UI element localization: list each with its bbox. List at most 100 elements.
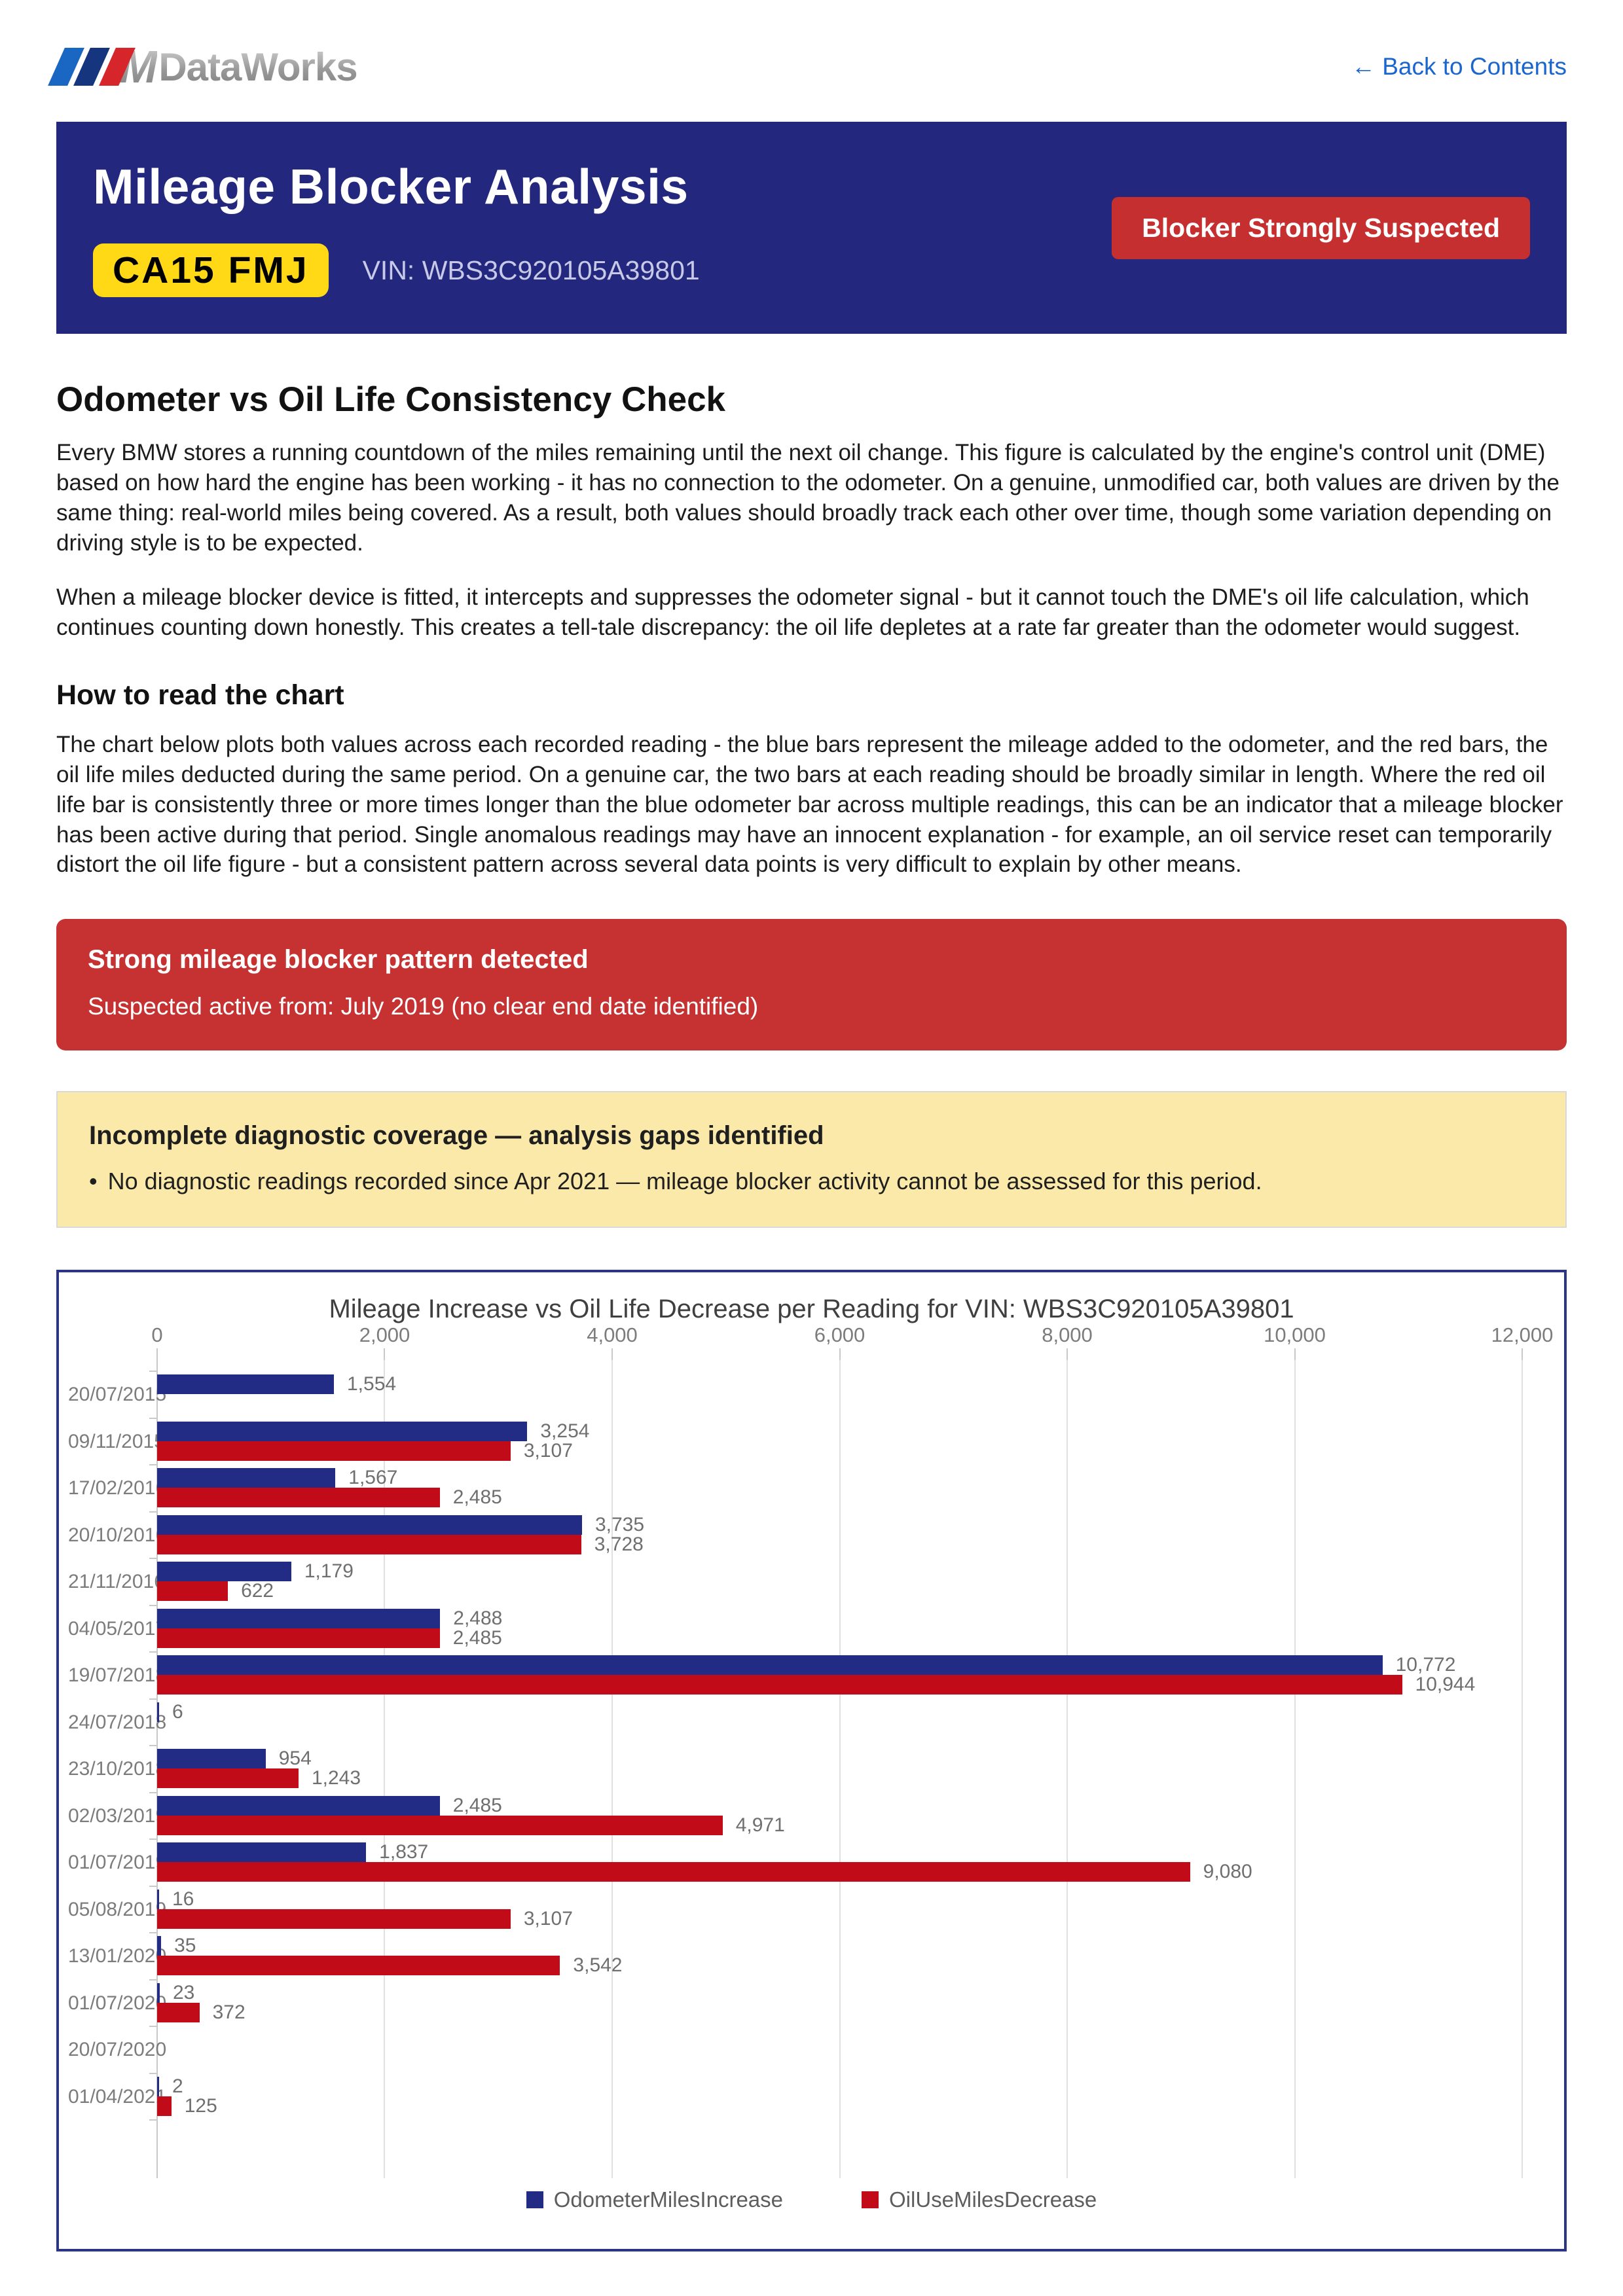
bmw-m-stripes-icon	[48, 48, 136, 86]
coverage-warning-title: Incomplete diagnostic coverage — analysi…	[89, 1121, 824, 1151]
chart-legend: OdometerMilesIncrease OilUseMilesDecrease	[59, 2187, 1564, 2212]
chart-row: 17/02/2016 1,567 2,485	[59, 1465, 1564, 1512]
category-axis-tick	[149, 1932, 158, 1934]
bar-value-label: 9,080	[1203, 1861, 1252, 1883]
chart-row: 20/07/2015 1,554	[59, 1371, 1564, 1418]
bar-group	[157, 2026, 1522, 2073]
gridline	[1294, 1360, 1296, 2179]
bar-value-label: 2,485	[452, 1486, 502, 1509]
bar-value-label: 954	[278, 1748, 312, 1770]
category-label: 02/03/2019	[68, 1804, 167, 1827]
how-to-read-paragraph: The chart below plots both values across…	[56, 732, 1563, 878]
OdometerMilesIncrease-bar	[157, 1421, 528, 1441]
OilUseMilesDecrease-bar	[157, 1581, 228, 1602]
x-axis-tick	[384, 1348, 386, 1361]
OilUseMilesDecrease-bar	[157, 1768, 299, 1789]
category-axis-tick	[149, 1511, 158, 1513]
OdometerMilesIncrease-bar	[157, 1702, 159, 1722]
consistency-paragraph-1: Every BMW stores a running countdown of …	[56, 440, 1559, 556]
bar-value-label: 10,944	[1415, 1674, 1476, 1696]
logo-brand-name: DataWorks	[158, 45, 357, 89]
x-axis-label: 6,000	[814, 1323, 866, 1347]
chart-title: Mileage Increase vs Oil Life Decrease pe…	[329, 1295, 1294, 1324]
category-axis-tick	[149, 1604, 158, 1606]
bar-value-label: 1,179	[304, 1560, 354, 1583]
category-label: 19/07/2018	[68, 1664, 167, 1687]
banner-left: Mileage Blocker Analysis CA15 FMJ VIN: W…	[93, 158, 700, 297]
category-label: 24/07/2018	[68, 1711, 167, 1733]
bar-value-label: 125	[184, 2094, 217, 2117]
chart-row: 19/07/2018 10,772 10,944	[59, 1652, 1564, 1699]
bar-value-label: 6	[172, 1700, 183, 1723]
x-axis-label: 12,000	[1491, 1323, 1554, 1347]
bar-group: 2 125	[157, 2073, 1522, 2121]
blocker-alert-box: Strong mileage blocker pattern detected …	[56, 919, 1567, 1051]
bar-group: 6	[157, 1699, 1522, 1746]
category-axis-tick	[149, 1791, 158, 1793]
bar-value-label: 3,107	[523, 1439, 573, 1462]
coverage-warning-item: • No diagnostic readings recorded since …	[89, 1168, 1534, 1195]
bar-value-label: 1,554	[347, 1373, 397, 1395]
category-label: 09/11/2015	[68, 1430, 165, 1452]
chart-row: 01/07/2019 1,837 9,080	[59, 1839, 1564, 1886]
OilUseMilesDecrease-bar	[157, 1628, 440, 1648]
bar-value-label: 2,485	[452, 1794, 502, 1816]
category-label: 05/08/2019	[68, 1898, 167, 1920]
category-axis-tick	[149, 1885, 158, 1887]
category-label: 23/10/2018	[68, 1758, 167, 1780]
x-axis-ticks	[156, 1348, 1523, 1361]
back-to-contents-link[interactable]: ← Back to Contents	[1351, 53, 1567, 80]
legend-label: OdometerMilesIncrease	[553, 2187, 784, 2212]
bar-group: 2,485 4,971	[157, 1793, 1522, 1840]
bar-value-label: 3,728	[594, 1533, 644, 1555]
chart-row: 23/10/2018 954 1,243	[59, 1746, 1564, 1793]
bar-value-label: 16	[172, 1888, 194, 1910]
blocker-alert-title: Strong mileage blocker pattern detected	[88, 945, 589, 975]
status-badge: Blocker Strongly Suspected	[1112, 196, 1530, 259]
x-axis-tick	[839, 1348, 841, 1361]
mileage-chart: Mileage Increase vs Oil Life Decrease pe…	[56, 1270, 1567, 2252]
bar-group: 3,735 3,728	[157, 1512, 1522, 1559]
chart-row: 20/07/2020	[59, 2026, 1564, 2073]
chart-row: 20/10/2016 3,735 3,728	[59, 1512, 1564, 1559]
category-axis-tick	[149, 1979, 158, 1981]
gridline	[839, 1360, 841, 2179]
gridline	[1522, 1360, 1523, 2179]
bar-group: 1,837 9,080	[157, 1839, 1522, 1886]
OilUseMilesDecrease-bar	[157, 1909, 511, 1929]
category-label: 01/04/2021	[68, 2085, 167, 2108]
category-axis-tick	[149, 1417, 158, 1419]
x-axis-label: 4,000	[587, 1323, 638, 1347]
x-axis-label: 10,000	[1264, 1323, 1326, 1347]
category-axis-tick	[149, 1558, 158, 1560]
x-axis-tick	[1294, 1348, 1296, 1361]
page-header: M DataWorks ← Back to Contents	[48, 0, 1567, 93]
category-axis-tick	[149, 1371, 158, 1372]
category-label: 20/07/2020	[68, 2039, 167, 2061]
OilUseMilesDecrease-bar	[157, 2002, 200, 2022]
x-axis-tick	[1066, 1348, 1068, 1361]
coverage-warning-text: No diagnostic readings recorded since Ap…	[107, 1168, 1262, 1195]
section-heading-consistency: Odometer vs Oil Life Consistency Check	[56, 380, 726, 419]
legend-item-OilUseMilesDecrease: OilUseMilesDecrease	[862, 2187, 1097, 2212]
chart-row: 13/01/2020 35 3,542	[59, 1933, 1564, 1980]
bar-group: 10,772 10,944	[157, 1652, 1522, 1699]
chart-row: 09/11/2015 3,254 3,107	[59, 1418, 1564, 1465]
OilUseMilesDecrease-bar	[157, 1815, 723, 1835]
category-axis-tick	[149, 1839, 158, 1840]
OdometerMilesIncrease-bar	[157, 1982, 160, 2003]
bar-value-label: 2,488	[453, 1607, 503, 1629]
OdometerMilesIncrease-bar	[157, 1889, 159, 1909]
OilUseMilesDecrease-bar	[157, 1862, 1190, 1882]
vin-label: VIN: WBS3C920105A39801	[362, 255, 700, 285]
legend-label: OilUseMilesDecrease	[889, 2187, 1097, 2212]
category-label: 01/07/2019	[68, 1852, 167, 1874]
category-label: 21/11/2016	[68, 1571, 165, 1593]
OdometerMilesIncrease-bar	[157, 1562, 291, 1582]
blocker-alert-subtitle: Suspected active from: July 2019 (no cle…	[88, 993, 759, 1020]
OdometerMilesIncrease-bar	[157, 1655, 1383, 1676]
bar-value-label: 1,243	[311, 1767, 361, 1789]
OilUseMilesDecrease-bar	[157, 1441, 511, 1461]
bar-value-label: 10,772	[1395, 1654, 1456, 1676]
OdometerMilesIncrease-bar	[157, 1374, 334, 1395]
